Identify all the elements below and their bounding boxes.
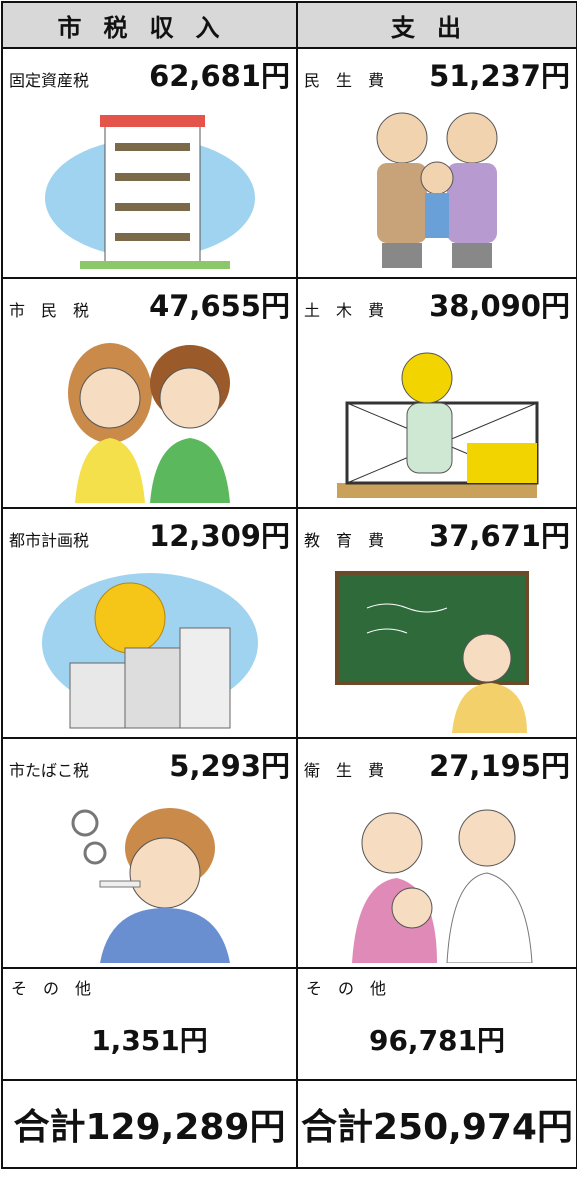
- item-amount: 51,237円: [429, 53, 570, 95]
- expenditure-header: 支出: [297, 2, 577, 48]
- doctor-illustration: [327, 793, 547, 963]
- revenue-cell: 市たばこ税 5,293円: [2, 738, 297, 968]
- item-amount: 37,671円: [429, 513, 570, 555]
- item-amount: 27,195円: [429, 743, 570, 785]
- construction-illustration: [327, 333, 547, 503]
- teacher-illustration: [327, 563, 547, 733]
- item-label: 教 育 費: [304, 527, 384, 551]
- building-illustration: [40, 103, 260, 273]
- item-amount: 47,655円: [149, 283, 290, 325]
- revenue-header: 市税収入: [2, 2, 297, 48]
- expenditure-cell: 土 木 費 38,090円: [297, 278, 577, 508]
- expenditure-cell: 教 育 費 37,671円: [297, 508, 577, 738]
- item-amount: 62,681円: [149, 53, 290, 95]
- city-illustration: [40, 563, 260, 733]
- page: 市税収入 支出 固定資産税 62,681円 民 生 費 51,237円 市 民 税 4…: [0, 1, 577, 1177]
- revenue-total: 合計129,289円: [2, 1080, 297, 1168]
- header-row: 市税収入 支出: [2, 2, 577, 48]
- item-label: 市たばこ税: [9, 757, 89, 781]
- revenue-cell: 市 民 税 47,655円: [2, 278, 297, 508]
- couple-illustration: [40, 333, 260, 503]
- item-label: 固定資産税: [9, 67, 89, 91]
- item-label: 民 生 費: [304, 67, 384, 91]
- item-amount: 12,309円: [149, 513, 290, 555]
- item-amount: 1,351円: [3, 1019, 296, 1059]
- item-label: 衛 生 費: [304, 757, 384, 781]
- revenue-cell: 都市計画税 12,309円: [2, 508, 297, 738]
- budget-table: 市税収入 支出 固定資産税 62,681円 民 生 費 51,237円 市 民 税 4…: [1, 1, 577, 1169]
- item-amount: 5,293円: [169, 743, 290, 785]
- item-label: 都市計画税: [9, 527, 89, 551]
- family-illustration: [327, 103, 547, 273]
- expenditure-cell: 民 生 費 51,237円: [297, 48, 577, 278]
- item-amount: 38,090円: [429, 283, 570, 325]
- expenditure-cell: 衛 生 費 27,195円: [297, 738, 577, 968]
- revenue-cell: 固定資産税 62,681円: [2, 48, 297, 278]
- item-label: そ の 他: [3, 969, 296, 1005]
- item-label: 市 民 税: [9, 297, 89, 321]
- expenditure-total: 合計250,974円: [297, 1080, 577, 1168]
- item-label: 土 木 費: [304, 297, 384, 321]
- smoker-illustration: [40, 793, 260, 963]
- revenue-other-cell: そ の 他 1,351円: [2, 968, 297, 1080]
- item-label: そ の 他: [298, 969, 576, 1005]
- expenditure-other-cell: そ の 他 96,781円: [297, 968, 577, 1080]
- item-amount: 96,781円: [298, 1019, 576, 1059]
